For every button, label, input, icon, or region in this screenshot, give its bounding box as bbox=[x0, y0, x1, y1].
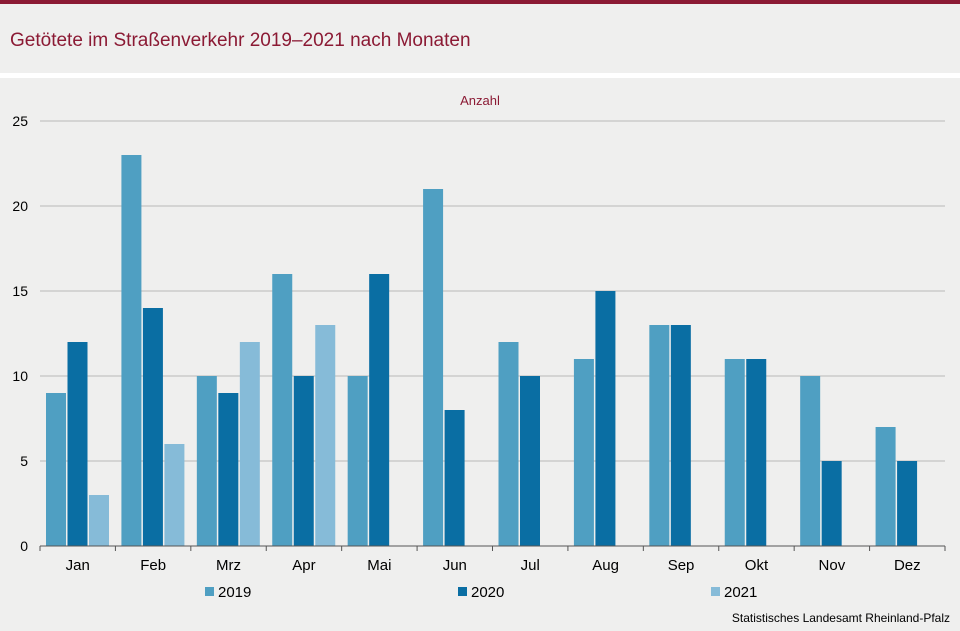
bar-2020-sep bbox=[670, 325, 691, 546]
bar-2021-feb bbox=[164, 444, 185, 546]
x-tick-label: Dez bbox=[894, 557, 921, 574]
bar-2021-jan bbox=[89, 495, 109, 546]
bar-2019-sep bbox=[649, 325, 670, 546]
bars bbox=[46, 155, 918, 546]
bar-2020-jan bbox=[67, 342, 88, 546]
bar-2019-nov bbox=[800, 376, 821, 546]
bar-2019-jul bbox=[498, 342, 519, 546]
y-tick-label: 10 bbox=[12, 368, 28, 384]
x-tick-label: Nov bbox=[819, 557, 846, 574]
x-tick-label: Aug bbox=[592, 557, 619, 574]
x-tick-label: Feb bbox=[140, 557, 166, 574]
x-tick-label: Jul bbox=[521, 557, 540, 574]
bar-2019-jun bbox=[423, 189, 444, 546]
x-tick-label: Sep bbox=[668, 557, 695, 574]
grid-lines bbox=[40, 120, 945, 462]
bar-2019-feb bbox=[121, 155, 142, 546]
chart-area: 0 5 10 15 20 25 Anzahl Jan Feb Mrz Apr Mai Jun Jul A… bbox=[0, 78, 960, 631]
bar-2021-apr bbox=[315, 325, 336, 546]
top-accent-bar bbox=[0, 0, 960, 4]
bar-2019-mrz bbox=[196, 376, 217, 546]
legend-swatch-2019 bbox=[205, 587, 214, 596]
bar-chart: 0 5 10 15 20 25 Anzahl Jan Feb Mrz Apr Mai Jun Jul A… bbox=[12, 93, 946, 601]
y-tick-label: 15 bbox=[12, 283, 28, 299]
header-divider bbox=[0, 73, 960, 78]
y-axis-label: Anzahl bbox=[460, 93, 500, 108]
bar-2019-jan bbox=[46, 393, 66, 546]
legend-swatch-2020 bbox=[458, 587, 467, 596]
bar-2019-dez bbox=[875, 427, 896, 546]
legend-label: 2021 bbox=[724, 584, 757, 601]
bar-2019-okt bbox=[724, 359, 745, 546]
x-tick-label: Jan bbox=[66, 557, 90, 574]
bar-2020-apr bbox=[293, 376, 314, 546]
legend-label: 2019 bbox=[218, 584, 251, 601]
bar-2020-nov bbox=[821, 461, 842, 546]
bar-2020-feb bbox=[142, 308, 163, 546]
legend-label: 2020 bbox=[471, 584, 504, 601]
x-tick-label: Okt bbox=[745, 557, 769, 574]
x-tick-label: Apr bbox=[292, 557, 315, 574]
bar-2020-mai bbox=[369, 274, 390, 546]
bar-2020-okt bbox=[746, 359, 767, 546]
bar-2019-mai bbox=[347, 376, 368, 546]
header: Getötete im Straßenverkehr 2019–2021 nac… bbox=[0, 4, 960, 74]
bar-2020-dez bbox=[897, 461, 918, 546]
legend-swatch-2021 bbox=[711, 587, 720, 596]
bar-2019-apr bbox=[272, 274, 293, 546]
y-tick-label: 0 bbox=[20, 538, 28, 554]
bar-2020-jun bbox=[444, 410, 465, 546]
bar-2020-jul bbox=[520, 376, 540, 546]
y-tick-label: 20 bbox=[12, 198, 28, 214]
x-axis: Jan Feb Mrz Apr Mai Jun Jul Aug Sep Okt Nov Dez bbox=[39, 545, 946, 574]
y-tick-label: 25 bbox=[12, 113, 28, 129]
y-axis-ticks: 0 5 10 15 20 25 bbox=[12, 113, 28, 554]
y-tick-label: 5 bbox=[20, 453, 28, 469]
bar-2019-aug bbox=[573, 359, 594, 546]
x-tick-label: Jun bbox=[443, 557, 467, 574]
page-title: Getötete im Straßenverkehr 2019–2021 nac… bbox=[10, 30, 471, 51]
x-tick-label: Mai bbox=[367, 557, 391, 574]
bar-2021-mrz bbox=[239, 342, 260, 546]
bar-2020-mrz bbox=[218, 393, 239, 546]
bar-2020-aug bbox=[595, 291, 616, 546]
source-note: Statistisches Landesamt Rheinland-Pfalz bbox=[731, 611, 950, 625]
x-tick-label: Mrz bbox=[216, 557, 241, 574]
legend: 2019 2020 2021 bbox=[205, 584, 757, 601]
